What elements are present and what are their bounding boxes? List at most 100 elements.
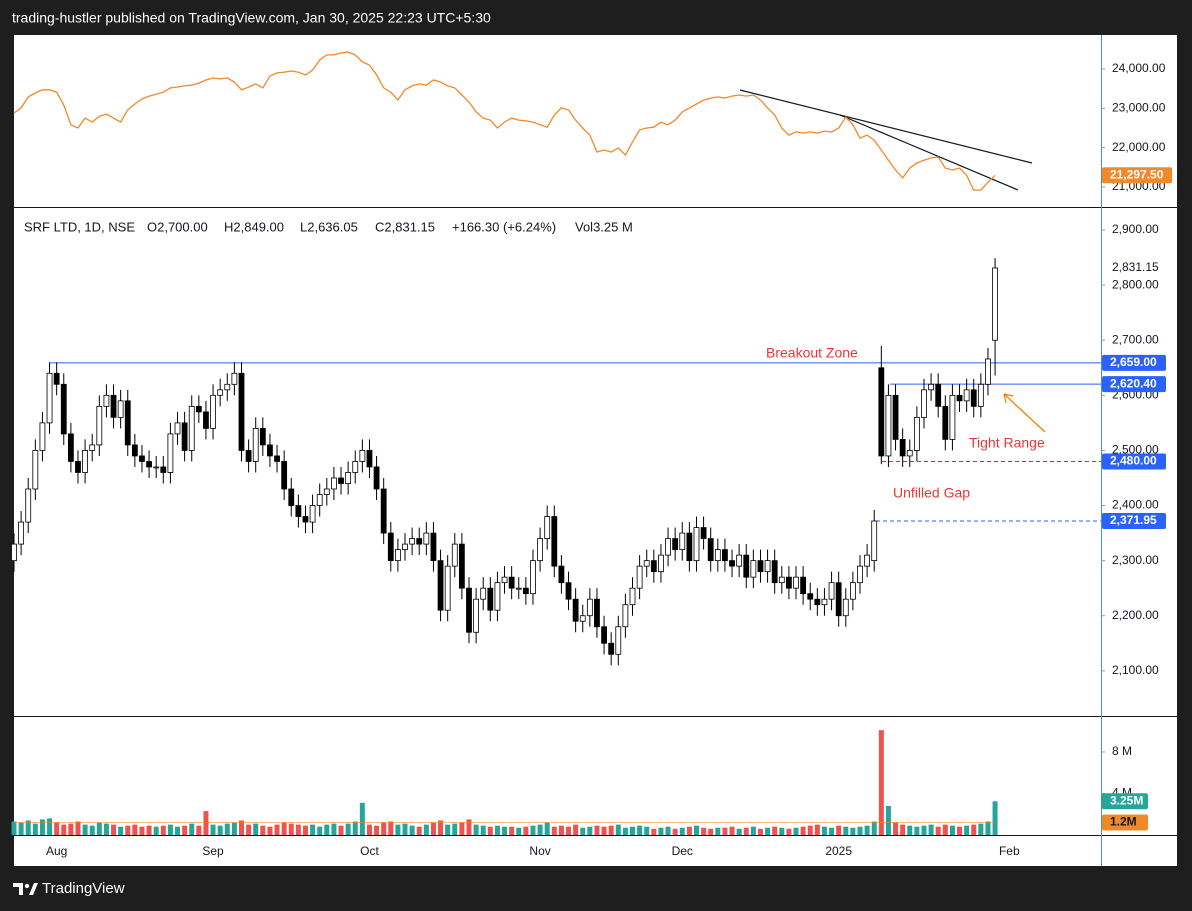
y-tick-label: 2,200.00 [1112, 608, 1159, 622]
volume-bar [580, 827, 586, 835]
candle-body [913, 416, 920, 451]
candle-body [764, 560, 771, 573]
volume-bar [836, 825, 842, 835]
level-badge: 2,659.00 [1110, 355, 1157, 369]
candle-body [195, 405, 202, 413]
volume-bar [672, 828, 678, 835]
volume-bar [971, 824, 977, 835]
x-tick-label: Nov [529, 844, 550, 858]
volume-bar [843, 826, 849, 835]
candle-body [800, 576, 807, 595]
candle-body [878, 367, 885, 457]
candle-body [714, 549, 721, 562]
volume-bar [18, 822, 24, 835]
volume-bar [551, 826, 557, 835]
volume-bar [814, 824, 820, 835]
candle-body [963, 389, 970, 402]
level-badge: 2,371.95 [1110, 513, 1157, 527]
volume-bar [409, 825, 415, 835]
y-tick-label: 2,800.00 [1112, 277, 1159, 291]
volume-bar [637, 825, 643, 835]
candle-body [117, 400, 124, 418]
last-value-badge: 21,297.50 [1110, 167, 1164, 181]
annotation: Tight Range [969, 435, 1045, 451]
candle-body [828, 582, 835, 600]
candle-body [885, 394, 892, 457]
candle-body [423, 532, 430, 545]
candle-body [835, 582, 842, 617]
volume-bar [651, 828, 657, 835]
candle-body [224, 383, 231, 391]
level-badge: 2,480.00 [1110, 454, 1157, 468]
x-tick-label: Aug [46, 844, 67, 858]
volume-bar [374, 825, 380, 835]
volume-bar [715, 827, 721, 835]
candle-body [345, 472, 352, 484]
candle-body [594, 598, 600, 628]
candle-body [956, 394, 963, 402]
volume-bar [96, 822, 102, 835]
candle-body [210, 394, 216, 429]
volume-bar [708, 828, 714, 835]
volume-bar [381, 822, 387, 835]
y-tick-label: 2,400.00 [1112, 498, 1159, 512]
candle-body [643, 560, 650, 567]
footer-logo [13, 883, 38, 895]
candle-body [451, 543, 458, 567]
volume-bar [260, 825, 266, 835]
candle-body [601, 626, 607, 644]
y-tick-label: 2,700.00 [1112, 332, 1159, 346]
volume-bar [480, 825, 486, 835]
candle-body [380, 488, 387, 534]
level-badge-bg [1102, 354, 1166, 371]
candle-body [686, 532, 693, 562]
volume-bar [324, 824, 330, 835]
volume-bar [160, 825, 166, 835]
volume-bar [644, 826, 650, 835]
volume-bar [992, 801, 998, 835]
candle-body [992, 267, 998, 341]
candle-body [139, 455, 145, 462]
volume-bar [338, 825, 344, 835]
candle-body [18, 521, 25, 545]
candle-body [501, 576, 508, 584]
footer-brand: TradingView [42, 880, 125, 897]
candle-body [252, 427, 259, 462]
last-price-label: 2,831.15 [1112, 260, 1159, 274]
volume-bar [445, 824, 451, 835]
volume-bar [274, 824, 280, 835]
volume-bar [864, 825, 870, 835]
volume-bar [615, 824, 621, 835]
volume-bar [693, 825, 699, 835]
volume-bar [935, 826, 941, 835]
volume-bar [224, 823, 230, 835]
volume-bar [871, 821, 877, 835]
volume-bar [182, 825, 188, 835]
volume-bar [630, 826, 636, 835]
arrow [1003, 393, 1046, 433]
candle-body [67, 433, 74, 462]
candle-body [75, 461, 81, 473]
volume-bar [679, 827, 685, 835]
volume-bar [196, 825, 202, 835]
candle-body [977, 383, 984, 407]
volume-bar [75, 821, 81, 835]
volume-bar [736, 828, 742, 835]
candle-body [53, 372, 60, 385]
candle-body [167, 433, 174, 473]
volume-bar [558, 825, 564, 835]
candle-body [522, 587, 529, 595]
candle-body [743, 554, 750, 578]
candle-body [871, 520, 878, 562]
volume-bar [246, 824, 252, 835]
volume-bar [395, 824, 401, 835]
candle-body [174, 422, 181, 435]
candle-body [359, 450, 366, 462]
volume-bar [885, 805, 891, 835]
candle-body [103, 394, 110, 407]
trend-line [739, 89, 1033, 164]
volume-bar [658, 827, 664, 835]
volume-bar [893, 822, 899, 835]
volume-bar [786, 828, 792, 835]
legend-volume: Vol3.25 M [575, 219, 633, 234]
